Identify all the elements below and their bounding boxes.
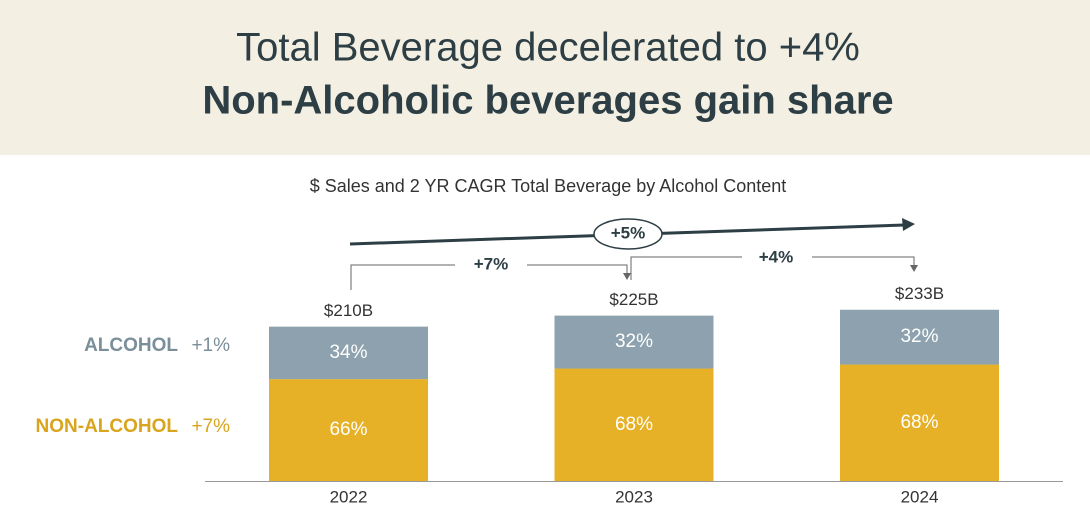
cagr-label: +5% [611, 223, 646, 242]
value-label: 34% [329, 342, 367, 363]
value-label: 32% [900, 326, 938, 347]
cagr-bubble [593, 218, 663, 250]
legend-name: ALCOHOL [84, 335, 178, 356]
value-label: 68% [615, 414, 653, 435]
bar-segment [554, 315, 714, 369]
legend-cagr: +7% [191, 416, 230, 437]
value-label: 68% [900, 412, 938, 433]
subtitle: Non-Alcoholic beverages gain share [202, 79, 893, 123]
title: Total Beverage decelerated to +4% [236, 26, 860, 70]
bracket [630, 256, 742, 280]
arrow-head [902, 218, 915, 231]
bar-segment [269, 379, 428, 481]
x-tick-label: 2023 [615, 487, 653, 506]
cagr-label: +4% [759, 247, 794, 266]
total-label: $210B [324, 301, 373, 320]
x-tick-label: 2024 [901, 487, 939, 506]
bar-segment [840, 309, 999, 365]
bracket [350, 264, 455, 290]
total-label: $225B [609, 290, 658, 309]
bar-segment [840, 364, 999, 481]
value-label: 32% [615, 331, 653, 352]
cagr-label: +7% [474, 254, 509, 273]
bar-segment [554, 368, 714, 481]
arrow-head [910, 265, 918, 272]
total-label: $233B [895, 284, 944, 303]
arrow-head [623, 273, 631, 280]
bar-segment [269, 326, 428, 380]
legend-cagr: +1% [191, 335, 230, 356]
x-tick-label: 2022 [330, 487, 368, 506]
value-label: 66% [329, 419, 367, 440]
header-band [0, 0, 1090, 155]
bracket [527, 264, 628, 274]
bracket [812, 256, 915, 266]
chart-title: $ Sales and 2 YR CAGR Total Beverage by … [310, 176, 787, 196]
legend-name: NON-ALCOHOL [36, 416, 179, 437]
